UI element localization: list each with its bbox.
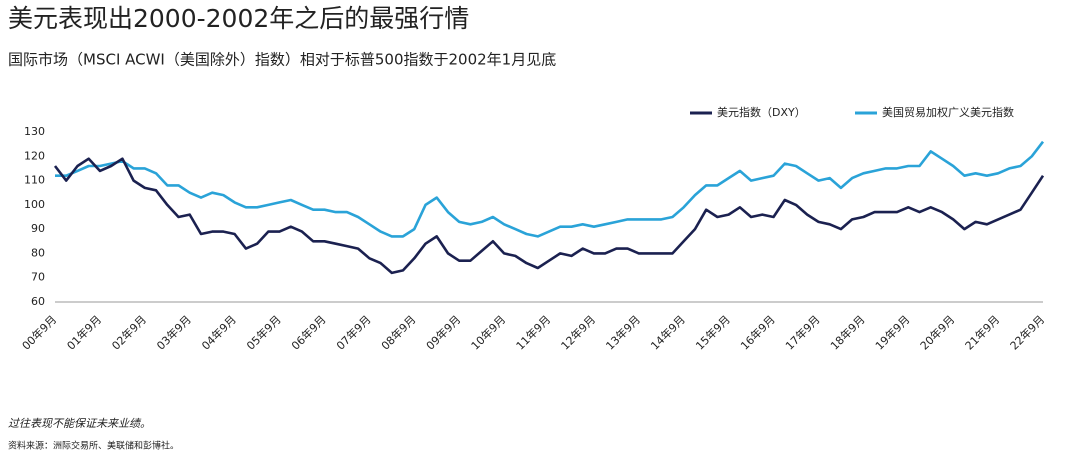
x-tick-label: 09年9月 [423,312,463,352]
x-tick-label: 04年9月 [199,312,239,352]
x-tick-label: 17年9月 [782,312,822,352]
footnote: 过往表现不能保证未来业绩。 [8,417,151,430]
x-tick-label: 20年9月 [917,312,957,352]
y-tick-label: 70 [31,271,45,284]
footnote: 资料来源：洲际交易所、美联储和彭博社。 [8,440,179,452]
y-tick-label: 130 [24,125,45,138]
y-tick-label: 110 [24,174,45,187]
y-tick-label: 120 [24,149,45,162]
x-tick-label: 02年9月 [109,312,149,352]
legend-label: 美元指数（DXY） [717,105,806,119]
x-tick-label: 06年9月 [288,312,328,352]
x-tick-label: 14年9月 [648,312,688,352]
chart-subtitle: 国际市场（MSCI ACWI（美国除外）指数）相对于标普500指数于2002年1… [8,51,556,69]
x-tick-label: 21年9月 [962,312,1002,352]
x-tick-label: 01年9月 [64,312,104,352]
x-tick-label: 07年9月 [333,312,373,352]
x-tick-label: 12年9月 [558,312,598,352]
data-line [53,157,1045,275]
x-tick-label: 00年9月 [19,312,59,352]
x-tick-label: 18年9月 [827,312,867,352]
x-tick-label: 05年9月 [243,312,283,352]
x-tick-label: 08年9月 [378,312,418,352]
x-tick-label: 19年9月 [872,312,912,352]
x-tick-label: 10年9月 [468,312,508,352]
y-tick-label: 100 [24,198,45,211]
legend-label: 美国贸易加权广义美元指数 [882,105,1014,119]
x-tick-label: 11年9月 [513,312,553,352]
chart-title: 美元表现出2000-2002年之后的最强行情 [8,4,469,33]
data-line [55,140,1045,238]
y-tick-label: 80 [31,246,45,259]
x-tick-label: 13年9月 [603,312,643,352]
x-tick-label: 16年9月 [737,312,777,352]
x-tick-label: 22年9月 [1007,312,1047,352]
x-tick-label: 15年9月 [693,312,733,352]
y-tick-label: 60 [31,295,45,308]
x-tick-label: 03年9月 [154,312,194,352]
y-tick-label: 90 [31,222,45,235]
